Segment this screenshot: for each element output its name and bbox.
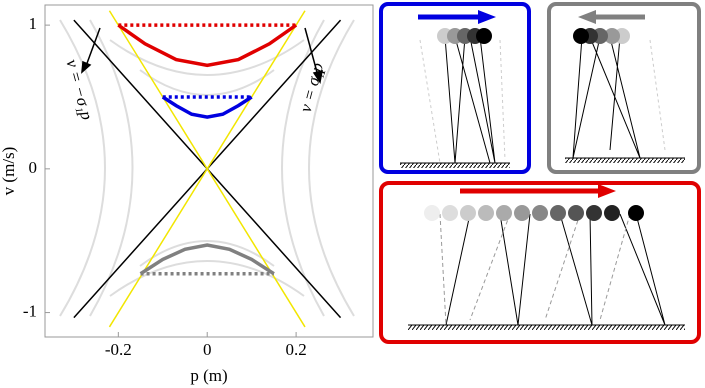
- annotation-arrows: [81, 27, 323, 84]
- plot-frame: [44, 4, 374, 338]
- y-tick-label: 1: [29, 14, 38, 33]
- panel-red: [379, 181, 701, 344]
- series-line: [139, 243, 275, 276]
- series-line: [117, 23, 298, 68]
- x-tick-label: -0.2: [105, 340, 132, 359]
- panel-gray: [547, 2, 701, 174]
- x-axis-label: p (m): [190, 366, 227, 385]
- y-tick-label: -1: [23, 301, 37, 320]
- series-line: [161, 95, 253, 119]
- x-tick-label: 0: [203, 340, 212, 359]
- y-tick-label: 0: [29, 158, 38, 177]
- y-axis-label: v (m/s): [0, 147, 18, 196]
- x-tick-label: 0.2: [285, 340, 306, 359]
- panel-blue: [379, 2, 531, 174]
